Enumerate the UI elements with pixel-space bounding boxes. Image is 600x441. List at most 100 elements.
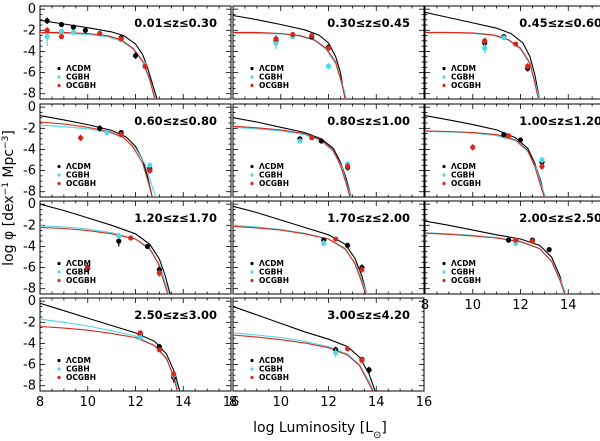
axis-labels: log Luminosity [L⊙] log φ [dex−1 Mpc−3] — [1, 130, 387, 440]
point-ocgbh — [156, 347, 162, 353]
legend-label: ΛCDM — [451, 162, 476, 171]
redshift-label: 2.00≤z≤2.50 — [519, 211, 600, 225]
point-ocgbh — [513, 41, 519, 47]
legend-marker — [250, 164, 254, 169]
line-ocgbh — [40, 226, 169, 294]
line-lcdm — [233, 117, 352, 197]
series-lines — [40, 203, 171, 294]
legend-marker — [250, 270, 254, 274]
line-lcdm — [40, 19, 158, 99]
legend-label: OCGBH — [451, 81, 481, 90]
legend-marker — [57, 278, 61, 283]
point-lcdm — [345, 242, 351, 248]
point-ocgbh — [539, 163, 545, 169]
legend-label: CGBH — [259, 268, 283, 277]
point-ocgbh — [97, 30, 103, 37]
legend-marker — [57, 75, 61, 79]
legend-marker — [57, 261, 61, 266]
point-lcdm — [505, 237, 512, 243]
legend-marker — [250, 278, 254, 283]
y-tick-label: -6 — [23, 261, 36, 276]
point-ocgbh — [156, 270, 162, 276]
point-ocgbh — [359, 357, 365, 363]
point-cgbh — [44, 34, 50, 40]
legend-label: CGBH — [451, 73, 475, 82]
x-tick-label: 10 — [272, 395, 289, 410]
point-ocgbh — [513, 237, 519, 243]
legend-marker — [442, 181, 446, 186]
line-cgbh — [233, 126, 352, 197]
point-ocgbh — [44, 27, 50, 33]
point-ocgbh — [142, 63, 148, 69]
series-lines — [425, 220, 567, 294]
point-ocgbh — [325, 45, 332, 51]
point-ocgbh — [529, 238, 536, 244]
y-tick-label: -2 — [23, 218, 36, 233]
y-axis-label: log φ [dex−1 Mpc−3] — [1, 130, 17, 266]
point-cgbh — [539, 157, 545, 163]
point-lcdm — [44, 18, 50, 24]
point-cgbh — [501, 35, 507, 41]
point-ocgbh — [309, 32, 315, 39]
legend-label: OCGBH — [66, 179, 96, 188]
x-tick-label: 8 — [36, 395, 44, 410]
line-ocgbh — [40, 31, 156, 99]
point-lcdm — [82, 27, 88, 33]
legend-label: OCGBH — [259, 179, 289, 188]
point-ocgbh — [290, 31, 296, 38]
point-cgbh — [58, 28, 65, 34]
legend-marker — [442, 66, 446, 71]
y-tick-label: -2 — [23, 315, 36, 330]
legend-label: ΛCDM — [259, 162, 284, 171]
x-tick-label: 16 — [416, 395, 433, 410]
legend-label: OCGBH — [66, 81, 96, 90]
y-tick-label: -8 — [23, 185, 36, 200]
legend-marker — [442, 173, 446, 177]
series-lines — [425, 11, 541, 99]
x-tick-label: 14 — [560, 298, 577, 313]
point-ocgbh — [359, 267, 365, 273]
series-lines — [233, 117, 352, 197]
x-tick-label: 8 — [229, 395, 237, 410]
series-lines — [40, 115, 157, 197]
legend-marker — [57, 66, 61, 71]
legend-label: CGBH — [66, 268, 90, 277]
y-tick-label: -6 — [23, 164, 36, 179]
legend-label: OCGBH — [66, 276, 96, 285]
legend-label: CGBH — [66, 171, 90, 180]
point-cgbh — [273, 40, 279, 46]
legend-label: OCGBH — [259, 276, 289, 285]
line-cgbh — [40, 318, 180, 391]
legend-label: CGBH — [66, 73, 90, 82]
legend-label: OCGBH — [259, 373, 289, 382]
point-cgbh — [325, 63, 332, 69]
legend-marker — [57, 173, 61, 177]
line-ocgbh — [425, 232, 566, 294]
redshift-label: 1.00≤z≤1.20 — [519, 114, 600, 128]
line-ocgbh — [233, 334, 374, 391]
point-ocgbh — [333, 236, 339, 242]
line-ocgbh — [233, 225, 367, 294]
x-tick-label: 8 — [421, 298, 429, 313]
x-tick-label: 14 — [368, 395, 385, 410]
legend-marker — [57, 367, 61, 371]
legend-label: ΛCDM — [66, 356, 91, 365]
legend-marker — [250, 75, 254, 79]
legend-marker — [57, 83, 61, 88]
legend-marker — [57, 358, 61, 363]
line-ocgbh — [233, 125, 351, 197]
legend-label: OCGBH — [451, 276, 481, 285]
point-ocgbh — [137, 330, 143, 336]
point-ocgbh — [309, 135, 315, 141]
point-ocgbh — [273, 36, 279, 42]
point-ocgbh — [147, 167, 153, 174]
legend-marker — [442, 261, 446, 266]
